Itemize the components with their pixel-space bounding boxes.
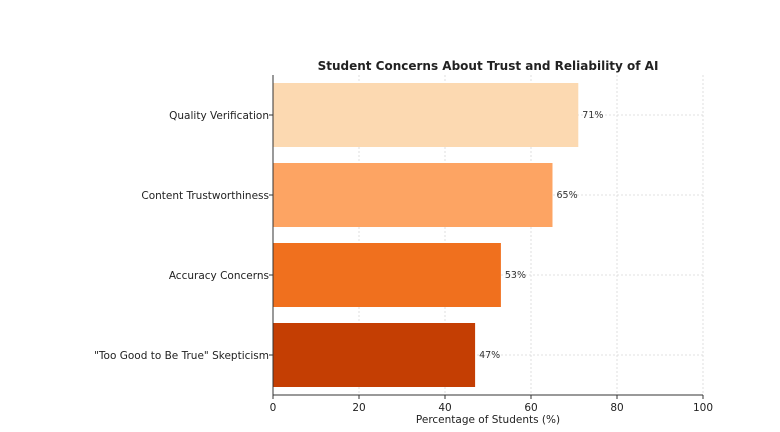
category-label: Content Trustworthiness: [141, 190, 269, 202]
x-tick-label: 40: [438, 402, 451, 414]
category-label: Quality Verification: [169, 110, 269, 122]
bar: [273, 163, 553, 227]
labels: 0 20 40 60 80 100 Quality Verification Content …: [94, 110, 713, 414]
bar: [273, 243, 501, 307]
x-axis-label: Percentage of Students (%): [416, 414, 560, 426]
data-label: 65%: [557, 190, 578, 201]
data-label: 47%: [479, 350, 500, 361]
data-label: 53%: [505, 270, 526, 281]
bar: [273, 323, 476, 387]
x-tick-label: 80: [610, 402, 623, 414]
bar: [273, 83, 579, 147]
category-label: "Too Good to Be True" Skepticism: [94, 350, 269, 362]
x-tick-label: 20: [352, 402, 365, 414]
x-tick-label: 0: [270, 402, 277, 414]
chart-title: Student Concerns About Trust and Reliabi…: [318, 59, 659, 73]
x-tick-label: 60: [524, 402, 537, 414]
x-tick-label: 100: [693, 402, 713, 414]
data-label: 71%: [582, 110, 603, 121]
axes: [269, 75, 704, 399]
category-label: Accuracy Concerns: [169, 270, 269, 282]
bars: [273, 83, 579, 387]
